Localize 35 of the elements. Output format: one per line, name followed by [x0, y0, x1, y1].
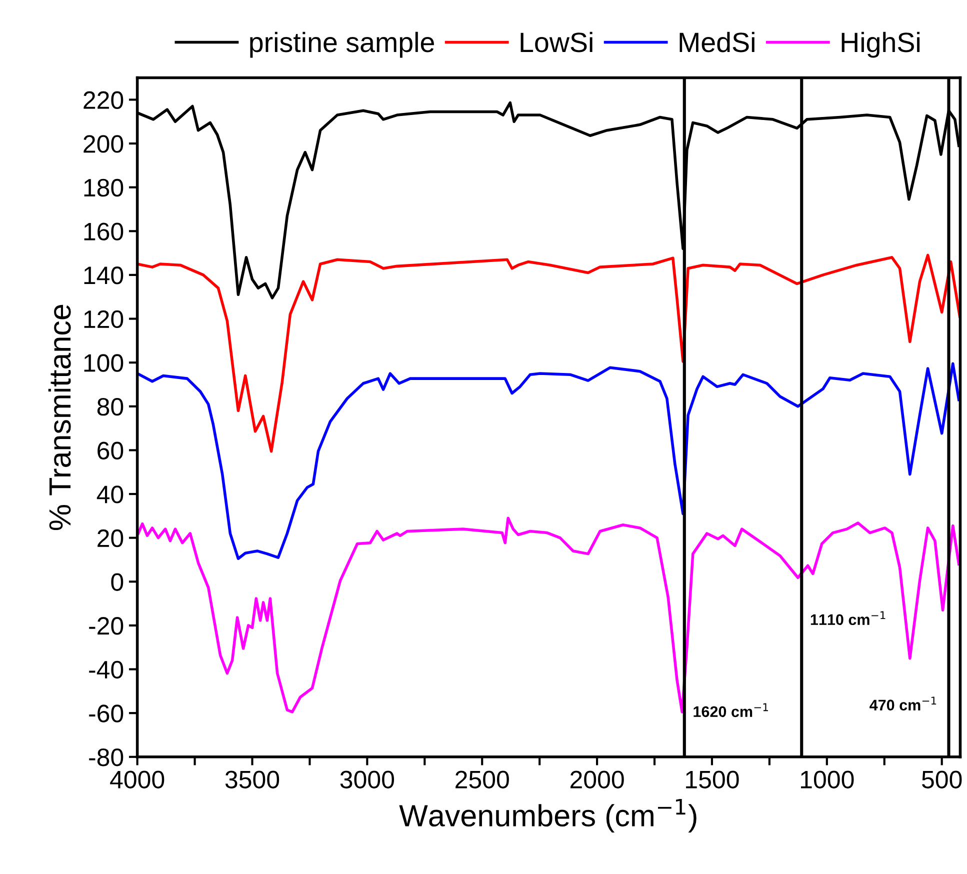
- y-axis-title: % Transmittance: [48, 304, 71, 530]
- legend-label: LowSi: [520, 32, 592, 52]
- line-series: [137, 362, 960, 560]
- legend-label: pristine sample: [250, 32, 434, 58]
- y-tick-label: 160: [84, 222, 124, 240]
- x-tick-label: 3000: [340, 770, 394, 788]
- y-tick-label: 80: [97, 398, 124, 416]
- line-series: [137, 254, 960, 453]
- y-tick-label: 140: [84, 266, 124, 284]
- annotation: 470 cm$^{−1}$: [870, 696, 936, 710]
- legend-label: HighSi: [842, 32, 920, 58]
- y-tick-label: 180: [84, 178, 124, 197]
- legend-label: MedSi: [680, 32, 754, 52]
- y-tick-label: 20: [98, 529, 124, 548]
- x-axis-title: Wavenumbers (cm$^{−1}$): [399, 798, 696, 833]
- annotation: 1110 cm$^{−1}$: [810, 611, 886, 626]
- x-tick-label: 1000: [801, 770, 854, 788]
- x-tick-label: 4000: [110, 770, 164, 788]
- x-tick-label: 2000: [570, 770, 624, 788]
- y-tick-label: 40: [96, 486, 124, 504]
- y-tick-label: -20: [89, 617, 124, 635]
- x-tick-label: 2500: [456, 770, 509, 788]
- y-tick-label: 220: [84, 91, 124, 109]
- annotation: 1620 cm$^{−1}$: [694, 703, 768, 718]
- y-tick-label: -80: [89, 748, 124, 766]
- y-tick-label: 60: [98, 442, 124, 460]
- y-tick-label: 100: [84, 354, 124, 372]
- x-tick-label: 500: [922, 770, 962, 788]
- x-tick-label: 3500: [225, 770, 280, 788]
- y-tick-label: 120: [84, 310, 124, 328]
- y-tick-label: -40: [89, 660, 124, 679]
- y-tick-label: 200: [84, 135, 124, 153]
- y-tick-label: -60: [89, 704, 124, 722]
- y-tick-label: 0: [111, 573, 124, 591]
- x-tick-label: 1500: [686, 770, 739, 788]
